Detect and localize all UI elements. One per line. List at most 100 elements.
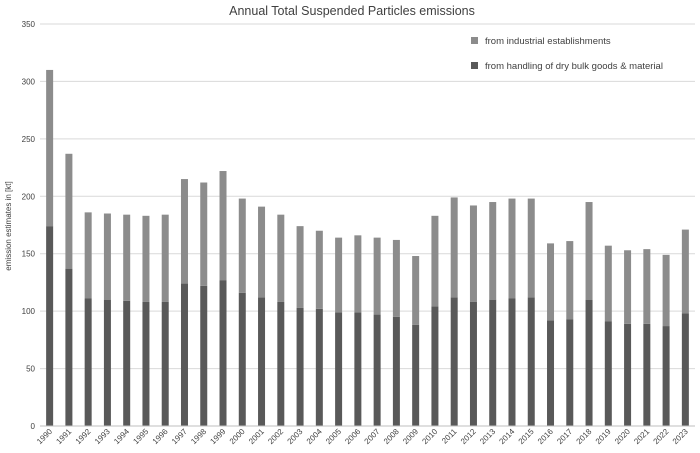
bar-industrial-2018 bbox=[585, 202, 593, 300]
x-tick-label-1998: 1998 bbox=[189, 427, 208, 446]
x-tick-label-2023: 2023 bbox=[671, 427, 690, 446]
bar-dry-bulk-2018 bbox=[585, 299, 593, 426]
bar-dry-bulk-2010 bbox=[431, 306, 439, 426]
x-tick-label-2000: 2000 bbox=[228, 427, 247, 446]
bar-industrial-2002 bbox=[277, 214, 285, 302]
x-tick-label-2001: 2001 bbox=[247, 427, 266, 446]
bars bbox=[46, 69, 689, 426]
bar-industrial-2010 bbox=[431, 215, 439, 307]
x-tick-label-2009: 2009 bbox=[401, 427, 420, 446]
x-tick-label-2018: 2018 bbox=[575, 427, 594, 446]
bar-dry-bulk-2021 bbox=[643, 323, 651, 426]
bar-dry-bulk-2003 bbox=[296, 307, 304, 426]
bar-industrial-2017 bbox=[566, 241, 574, 320]
bar-industrial-1992 bbox=[84, 212, 92, 299]
bar-dry-bulk-2006 bbox=[354, 312, 362, 426]
bar-industrial-2000 bbox=[238, 198, 246, 293]
bar-industrial-2023 bbox=[681, 229, 689, 314]
x-tick-label-2017: 2017 bbox=[555, 427, 574, 446]
bar-industrial-1997 bbox=[180, 179, 188, 284]
bar-industrial-1993 bbox=[103, 213, 111, 300]
bar-industrial-2021 bbox=[643, 249, 651, 324]
x-tick-label-2007: 2007 bbox=[363, 427, 382, 446]
bar-industrial-1990 bbox=[46, 69, 54, 227]
x-tick-label-1993: 1993 bbox=[93, 427, 112, 446]
y-tick-label-350: 350 bbox=[22, 20, 36, 29]
x-tick-label-2003: 2003 bbox=[286, 427, 305, 446]
bar-industrial-2022 bbox=[662, 254, 670, 327]
bar-dry-bulk-1998 bbox=[200, 285, 208, 426]
bar-industrial-2015 bbox=[527, 198, 535, 298]
x-tick-label-2013: 2013 bbox=[478, 427, 497, 446]
legend-label-dry-bulk: from handling of dry bulk goods & materi… bbox=[485, 61, 663, 72]
bar-industrial-1998 bbox=[200, 182, 208, 286]
bar-industrial-2016 bbox=[547, 243, 555, 321]
bar-dry-bulk-2022 bbox=[662, 326, 670, 426]
x-tick-label-2021: 2021 bbox=[632, 427, 651, 446]
bar-industrial-2001 bbox=[258, 206, 266, 298]
bar-dry-bulk-1992 bbox=[84, 298, 92, 426]
x-axis-tick-labels: 1990 1991 1992 1993 1994 1995 1996 1997 1998 1999… bbox=[35, 427, 690, 446]
y-tick-label-300: 300 bbox=[22, 77, 36, 86]
x-tick-label-1991: 1991 bbox=[54, 427, 73, 446]
bar-dry-bulk-1991 bbox=[65, 268, 73, 426]
bar-dry-bulk-2008 bbox=[392, 316, 400, 426]
x-tick-label-1995: 1995 bbox=[131, 427, 150, 446]
x-tick-label-2008: 2008 bbox=[382, 427, 401, 446]
bar-industrial-2012 bbox=[469, 205, 477, 302]
bar-industrial-1994 bbox=[123, 214, 131, 301]
bar-dry-bulk-1994 bbox=[123, 300, 131, 426]
x-tick-label-1992: 1992 bbox=[74, 427, 93, 446]
bar-dry-bulk-2019 bbox=[604, 321, 612, 426]
bar-industrial-2013 bbox=[489, 202, 497, 300]
chart-title: Annual Total Suspended Particles emissio… bbox=[229, 4, 475, 18]
bar-industrial-2004 bbox=[315, 230, 323, 309]
y-tick-label-200: 200 bbox=[22, 192, 36, 201]
bar-industrial-1999 bbox=[219, 171, 227, 281]
y-axis-label: emission estimates in [kt] bbox=[4, 181, 13, 270]
bar-dry-bulk-2020 bbox=[624, 323, 632, 426]
bar-dry-bulk-1997 bbox=[180, 283, 188, 426]
y-tick-label-50: 50 bbox=[26, 365, 35, 374]
bar-dry-bulk-2016 bbox=[547, 320, 555, 426]
x-tick-label-2002: 2002 bbox=[266, 427, 285, 446]
x-tick-label-2022: 2022 bbox=[652, 427, 671, 446]
gridlines bbox=[40, 23, 695, 370]
bar-industrial-2019 bbox=[604, 245, 612, 322]
bar-dry-bulk-2015 bbox=[527, 297, 535, 426]
x-tick-label-2010: 2010 bbox=[420, 427, 439, 446]
bar-industrial-2005 bbox=[335, 237, 343, 313]
bar-industrial-2020 bbox=[624, 250, 632, 324]
bar-dry-bulk-1990 bbox=[46, 226, 54, 426]
x-tick-label-2019: 2019 bbox=[594, 427, 613, 446]
x-tick-label-1996: 1996 bbox=[151, 427, 170, 446]
x-tick-label-2004: 2004 bbox=[305, 427, 324, 446]
bar-dry-bulk-2001 bbox=[258, 297, 266, 426]
bar-dry-bulk-1993 bbox=[103, 299, 111, 426]
bar-industrial-2011 bbox=[450, 197, 458, 298]
bar-industrial-2003 bbox=[296, 226, 304, 308]
bar-industrial-2006 bbox=[354, 235, 362, 313]
bar-industrial-1996 bbox=[161, 214, 169, 302]
x-tick-label-1999: 1999 bbox=[208, 427, 227, 446]
bar-dry-bulk-2013 bbox=[489, 299, 497, 426]
y-axis-tick-labels: 0 50 100 150 200 250 300 350 bbox=[22, 20, 36, 431]
y-tick-label-150: 150 bbox=[22, 250, 36, 259]
y-tick-label-100: 100 bbox=[22, 307, 36, 316]
bar-industrial-2009 bbox=[412, 256, 420, 325]
y-tick-label-0: 0 bbox=[31, 422, 36, 431]
bar-dry-bulk-2009 bbox=[412, 324, 420, 426]
bar-industrial-1995 bbox=[142, 215, 150, 302]
bar-dry-bulk-1995 bbox=[142, 301, 150, 426]
legend-swatch-dry-bulk bbox=[471, 62, 478, 69]
x-tick-label-2005: 2005 bbox=[324, 427, 343, 446]
bar-dry-bulk-2000 bbox=[238, 292, 246, 426]
bar-industrial-1991 bbox=[65, 153, 73, 269]
bar-dry-bulk-2004 bbox=[315, 308, 323, 426]
bar-dry-bulk-2011 bbox=[450, 297, 458, 426]
x-tick-label-2016: 2016 bbox=[536, 427, 555, 446]
bar-dry-bulk-2002 bbox=[277, 301, 285, 426]
bar-dry-bulk-2007 bbox=[373, 314, 381, 426]
x-tick-label-2012: 2012 bbox=[459, 427, 478, 446]
